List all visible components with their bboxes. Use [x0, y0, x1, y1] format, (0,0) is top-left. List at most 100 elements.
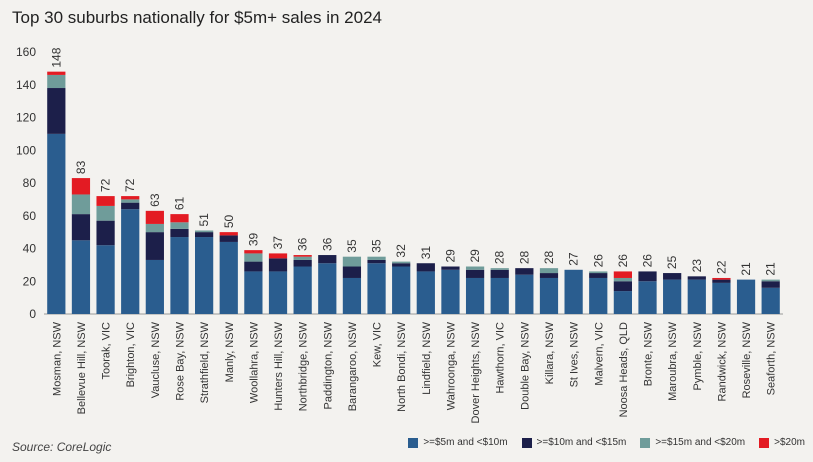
bar-segment-1: [712, 282, 731, 314]
bar-segment-1: [539, 277, 559, 314]
bar-segment-2: [195, 232, 214, 238]
x-tick-label: Dover Heights, NSW: [470, 321, 482, 423]
x-tick-label: Vaucluse, NSW: [150, 321, 162, 398]
legend: >=$5m and <$10m >=$10m and <$15m >=$15m an…: [300, 437, 805, 448]
bar-segment-2: [441, 266, 460, 270]
x-tick-label: Wahroonga, NSW: [445, 321, 457, 410]
x-tick-label: Hawthorn, VIC: [495, 322, 507, 394]
bar-segment-1: [244, 271, 263, 314]
bar-segment-4: [170, 214, 189, 223]
bar-segment-3: [613, 277, 632, 282]
bar-segment-1: [392, 266, 411, 314]
bar-segment-2: [145, 232, 164, 260]
bar-segment-1: [268, 271, 288, 314]
bar-segment-1: [318, 263, 337, 314]
legend-swatch: [640, 437, 651, 448]
source-note: Source: CoreLogic: [12, 440, 112, 454]
bar-total-label: 148: [49, 47, 63, 67]
bar-total-label: 28: [542, 250, 556, 264]
legend-label: >$20m: [774, 437, 805, 448]
x-tick-label: Toorak, VIC: [101, 322, 113, 380]
x-tick-label: Manly, NSW: [224, 321, 236, 382]
bar-segment-1: [761, 287, 780, 314]
bar-total-label: 26: [641, 254, 655, 268]
bar-segment-1: [441, 269, 460, 314]
bar-total-label: 26: [591, 254, 605, 268]
x-tick-label: Rose Bay, NSW: [174, 321, 186, 400]
bar-segment-2: [712, 279, 731, 283]
bar-total-label: 61: [172, 196, 186, 210]
y-tick-label: 60: [23, 209, 37, 223]
bar-total-label: 22: [714, 260, 728, 274]
bar-segment-3: [293, 256, 312, 260]
x-tick-label: Woollahra, NSW: [248, 321, 260, 403]
bar-total-label: 35: [345, 239, 359, 253]
bar-total-label: 28: [493, 250, 507, 264]
bar-total-label: 36: [296, 237, 310, 251]
bar-segment-2: [219, 235, 238, 242]
bar-segment-2: [589, 273, 608, 278]
x-tick-label: Lindfield, NSW: [421, 321, 433, 394]
bar-segment-3: [761, 279, 780, 282]
y-tick-label: 0: [29, 307, 36, 321]
bar-segment-1: [465, 277, 485, 314]
x-tick-label: Killara, NSW: [544, 321, 556, 384]
bar-segment-4: [244, 250, 263, 254]
bar-segment-1: [515, 274, 534, 314]
x-tick-label: Roseville, NSW: [741, 321, 753, 398]
x-tick-label: Seaforth, NSW: [766, 321, 778, 395]
bar-segment-2: [318, 255, 337, 264]
bar-segment-2: [515, 268, 534, 275]
legend-item: >$20m: [759, 437, 805, 448]
bar-segment-1: [613, 291, 632, 314]
bar-segment-3: [145, 223, 164, 233]
bar-total-label: 72: [99, 178, 113, 192]
bar-segment-3: [47, 74, 66, 89]
bar-segment-2: [342, 266, 362, 278]
x-tick-label: Bronte, NSW: [643, 321, 655, 386]
bar-total-label: 32: [394, 244, 408, 258]
x-tick-label: Mosman, NSW: [51, 321, 63, 396]
bar-segment-4: [71, 178, 91, 195]
bar-segment-4: [613, 271, 632, 278]
bar-segment-2: [47, 88, 66, 134]
legend-swatch: [759, 437, 770, 448]
bar-segment-1: [490, 277, 509, 314]
bar-segment-1: [96, 245, 115, 314]
legend-label: >=$15m and <$20m: [655, 437, 746, 448]
bar-total-label: 21: [739, 262, 753, 276]
bar-segment-1: [564, 269, 583, 314]
bar-segment-1: [687, 279, 706, 314]
bar-segment-2: [71, 214, 91, 241]
bar-segment-1: [663, 279, 682, 314]
y-tick-label: 160: [16, 45, 36, 59]
legend-label: >=$5m and <$10m: [423, 437, 508, 448]
bar-segment-1: [47, 133, 66, 314]
bar-segment-1: [219, 241, 238, 314]
x-tick-label: Northbridge, NSW: [298, 321, 310, 411]
x-tick-label: Kew, VIC: [372, 322, 384, 367]
bar-total-label: 35: [370, 239, 384, 253]
legend-item: >=$15m and <$20m: [640, 437, 745, 448]
bar-segment-1: [293, 266, 312, 314]
bar-segment-3: [367, 256, 386, 260]
bar-segment-1: [342, 277, 362, 314]
bar-segment-3: [465, 266, 485, 270]
bar-total-label: 72: [123, 178, 137, 192]
bar-total-label: 28: [517, 250, 531, 264]
x-tick-label: Hunters Hill, NSW: [273, 321, 285, 410]
bar-segment-1: [195, 237, 214, 314]
bar-segment-4: [96, 196, 115, 206]
bar-segment-3: [96, 205, 115, 221]
bar-total-label: 23: [690, 259, 704, 273]
bar-segment-1: [170, 237, 189, 314]
bar-segment-1: [145, 259, 164, 314]
bar-segment-3: [490, 268, 509, 270]
x-tick-label: Randwick, NSW: [716, 321, 728, 401]
bar-segment-4: [293, 255, 312, 257]
bar-total-label: 29: [468, 249, 482, 263]
x-tick-label: Malvern, VIC: [593, 322, 605, 386]
bar-total-label: 31: [419, 246, 433, 260]
bar-segment-2: [121, 202, 140, 210]
